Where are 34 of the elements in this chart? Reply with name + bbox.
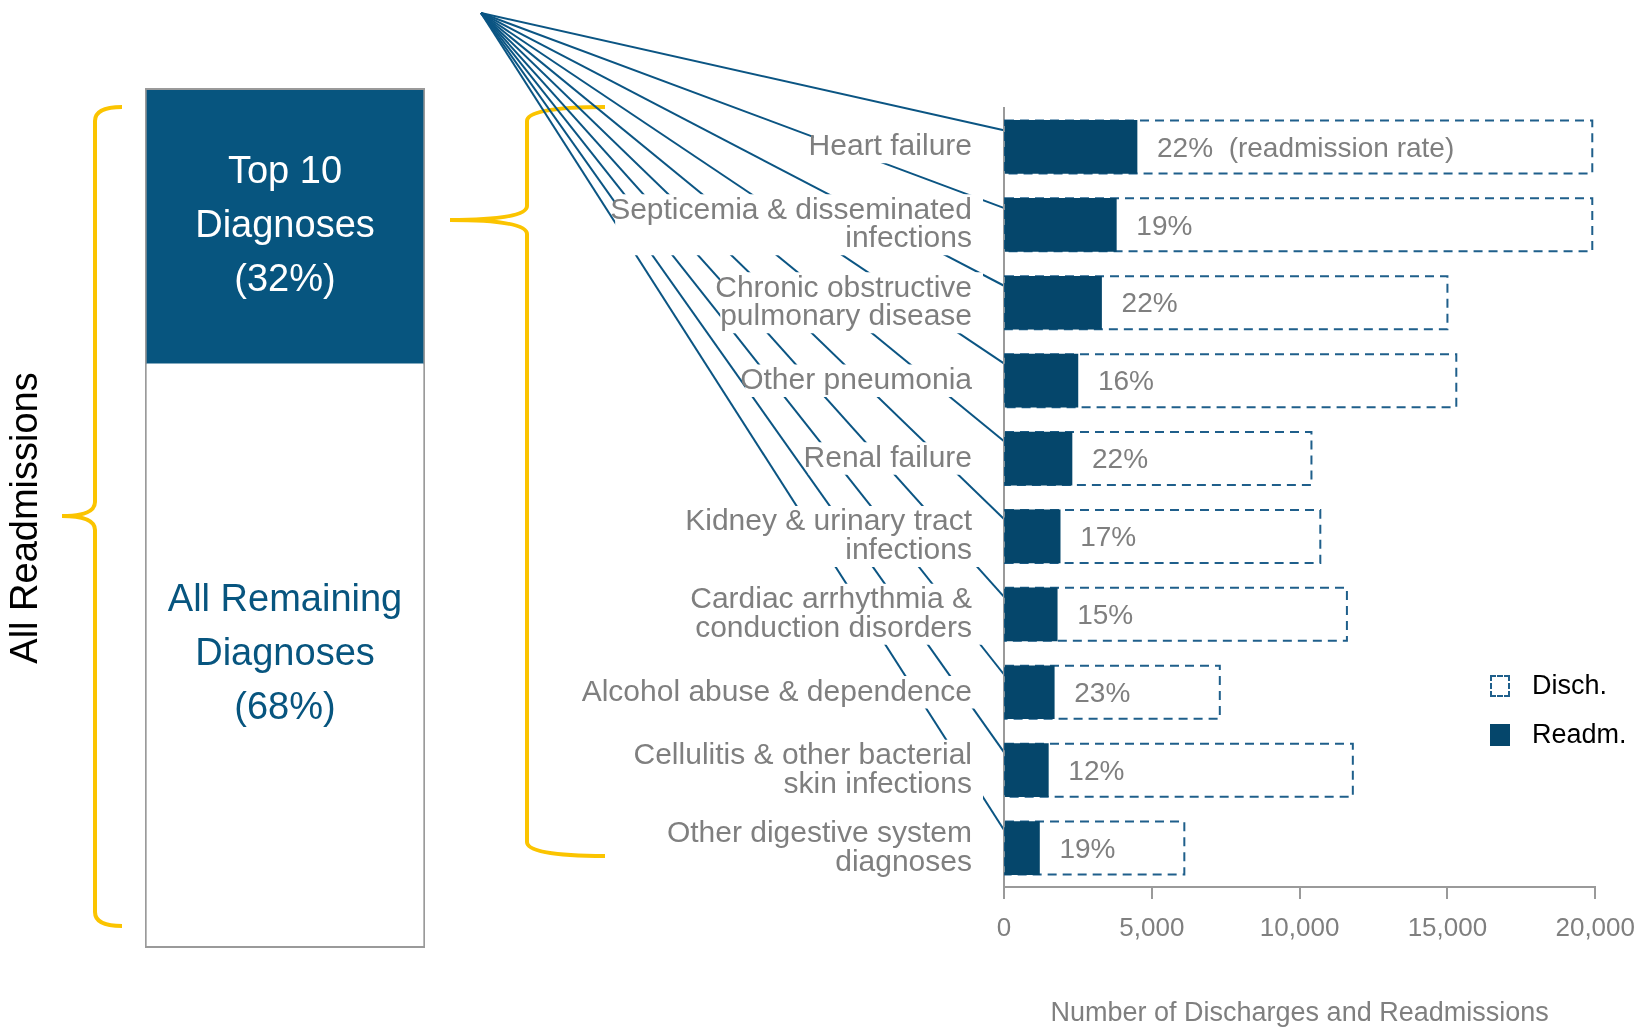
bar xyxy=(1004,743,1049,797)
bar xyxy=(1004,198,1117,252)
annotation: 12% xyxy=(1068,754,1125,786)
annotation: 22% (readmission rate) xyxy=(1157,131,1455,163)
annotation: 16% xyxy=(1097,365,1154,397)
annotation: 17% xyxy=(1080,521,1137,553)
bar xyxy=(1004,509,1061,564)
annotation: 22% xyxy=(1091,443,1149,475)
series-label: All Remaining Diagnoses xyxy=(167,577,403,674)
x-tick-label: 0 xyxy=(996,911,1012,942)
bar xyxy=(1004,353,1079,408)
legend-label: Readm. xyxy=(1532,719,1627,750)
x-tick-label: 15,000 xyxy=(1407,911,1488,942)
bar xyxy=(1004,587,1058,642)
bar xyxy=(1004,665,1055,720)
x-tick-label: 5,000 xyxy=(1119,911,1185,942)
legend-label: Disch. xyxy=(1532,670,1608,701)
annotation: 23% xyxy=(1074,676,1131,708)
bar xyxy=(1004,821,1040,875)
annotation: 19% xyxy=(1059,832,1116,864)
annotation: 15% xyxy=(1077,599,1134,631)
annotation: 19% xyxy=(1136,209,1193,241)
y-axis-title: All Readmissions xyxy=(3,372,46,664)
x-tick-label: 20,000 xyxy=(1555,911,1635,942)
x-tick-label: 10,000 xyxy=(1259,911,1340,942)
bar xyxy=(1004,120,1138,174)
series-label: Top 10 Diagnoses xyxy=(195,149,375,246)
y-tick-label: Other digestive system diagnoses xyxy=(666,815,972,877)
bar xyxy=(1004,275,1102,330)
annotation: 22% xyxy=(1121,287,1178,319)
data-label: (68%) xyxy=(234,685,336,728)
data-label: (32%) xyxy=(234,257,336,300)
x-axis-title: Number of Discharges and Readmissions xyxy=(1050,997,1549,1028)
bar xyxy=(1004,431,1073,486)
